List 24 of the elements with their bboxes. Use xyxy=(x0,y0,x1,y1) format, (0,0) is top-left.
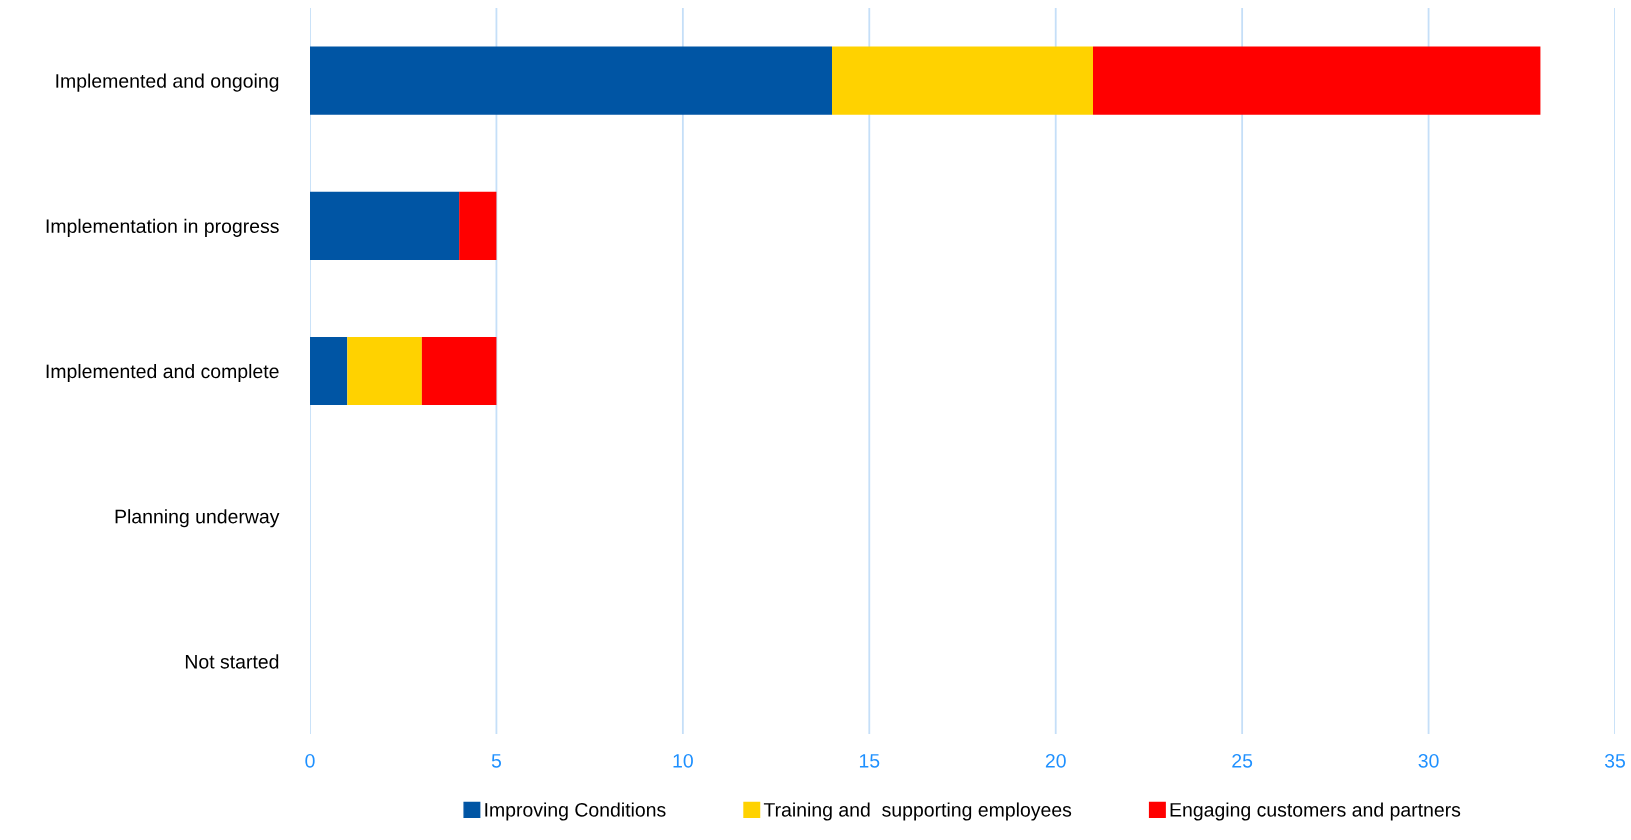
x-tick-label: 35 xyxy=(1604,753,1625,768)
legend-label: Engaging customers and partners xyxy=(1170,802,1461,821)
y-tick-label: Implementation in progress xyxy=(46,218,279,237)
bar xyxy=(347,336,422,406)
legend-label: Improving Conditions xyxy=(485,802,666,821)
bar xyxy=(310,46,832,115)
x-tick-label: 5 xyxy=(491,754,502,768)
bar xyxy=(1093,46,1541,115)
y-tick-label: Implemented and ongoing xyxy=(56,73,279,92)
legend-label: Training and supporting employees xyxy=(763,802,1072,821)
bar xyxy=(832,46,1093,115)
bar xyxy=(310,336,348,406)
bar xyxy=(310,191,460,260)
x-tick-label: 10 xyxy=(673,753,693,768)
x-tick-label: 15 xyxy=(859,754,880,768)
y-tick-label: Implemented and complete xyxy=(46,363,279,383)
y-tick-label: Planning underway xyxy=(115,509,280,528)
y-tick-label: Not started xyxy=(185,654,279,669)
x-tick-label: 0 xyxy=(305,753,315,768)
x-tick-label: 25 xyxy=(1232,753,1253,768)
x-tick-label: 30 xyxy=(1418,753,1439,768)
x-tick-label: 20 xyxy=(1045,753,1066,768)
bar xyxy=(421,336,497,406)
bar xyxy=(459,191,497,260)
